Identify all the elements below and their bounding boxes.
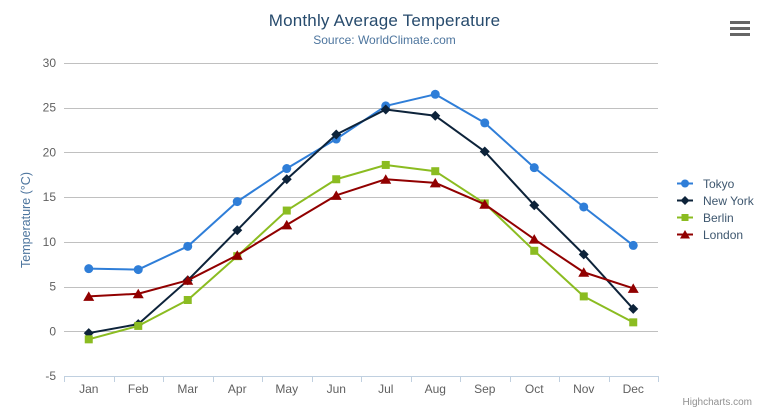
svg-text:Aug: Aug <box>425 382 446 396</box>
svg-text:Jun: Jun <box>327 382 346 396</box>
svg-text:Dec: Dec <box>623 382 644 396</box>
svg-text:5: 5 <box>49 280 56 294</box>
svg-text:Mar: Mar <box>177 382 198 396</box>
svg-text:20: 20 <box>43 145 57 159</box>
legend-item-london[interactable]: London <box>677 226 754 243</box>
legend-marker-triangle-icon <box>677 230 693 239</box>
svg-text:Jan: Jan <box>79 382 98 396</box>
hamburger-bar <box>730 33 750 36</box>
svg-text:Oct: Oct <box>525 382 544 396</box>
x-axis <box>64 376 659 382</box>
chart-subtitle: Source: WorldClimate.com <box>313 33 456 47</box>
svg-text:25: 25 <box>43 101 57 115</box>
hamburger-icon[interactable] <box>730 21 750 36</box>
svg-text:May: May <box>275 382 298 396</box>
gridlines <box>64 63 658 332</box>
svg-text:-5: -5 <box>45 369 56 383</box>
legend-item-tokyo[interactable]: Tokyo <box>677 175 754 192</box>
svg-text:Sep: Sep <box>474 382 496 396</box>
svg-text:30: 30 <box>43 56 57 70</box>
legend-marker-circle-icon <box>677 179 693 188</box>
credits-link[interactable]: Highcharts.com <box>682 397 752 408</box>
x-axis-labels: Jan Feb Mar Apr May Jun Jul Aug Sep Oct Nov Dec <box>79 382 644 396</box>
svg-text:Feb: Feb <box>128 382 149 396</box>
series-new-york[interactable] <box>83 104 639 339</box>
legend-label: New York <box>703 193 754 208</box>
legend-marker-diamond-icon <box>677 196 693 205</box>
legend-label: Tokyo <box>703 176 735 191</box>
legend-label: Berlin <box>703 210 734 225</box>
svg-text:15: 15 <box>43 190 57 204</box>
chart-title: Monthly Average Temperature <box>268 11 501 30</box>
legend-item-berlin[interactable]: Berlin <box>677 209 754 226</box>
svg-text:Nov: Nov <box>573 382 594 396</box>
hamburger-bar <box>730 27 750 30</box>
hamburger-bar <box>730 21 750 24</box>
svg-text:Jul: Jul <box>378 382 393 396</box>
legend-label: London <box>703 227 744 242</box>
svg-text:0: 0 <box>49 324 56 338</box>
legend: Tokyo New York Berlin London <box>677 175 754 243</box>
legend-marker-square-icon <box>677 214 693 221</box>
y-axis-labels: -5 0 5 10 15 20 25 30 <box>43 56 57 383</box>
svg-text:Apr: Apr <box>228 382 247 396</box>
series-tokyo[interactable] <box>84 89 638 275</box>
series-london[interactable] <box>83 174 639 301</box>
y-axis-title: Temperature (°C) <box>19 172 33 268</box>
legend-item-new-york[interactable]: New York <box>677 192 754 209</box>
svg-text:10: 10 <box>43 235 57 249</box>
